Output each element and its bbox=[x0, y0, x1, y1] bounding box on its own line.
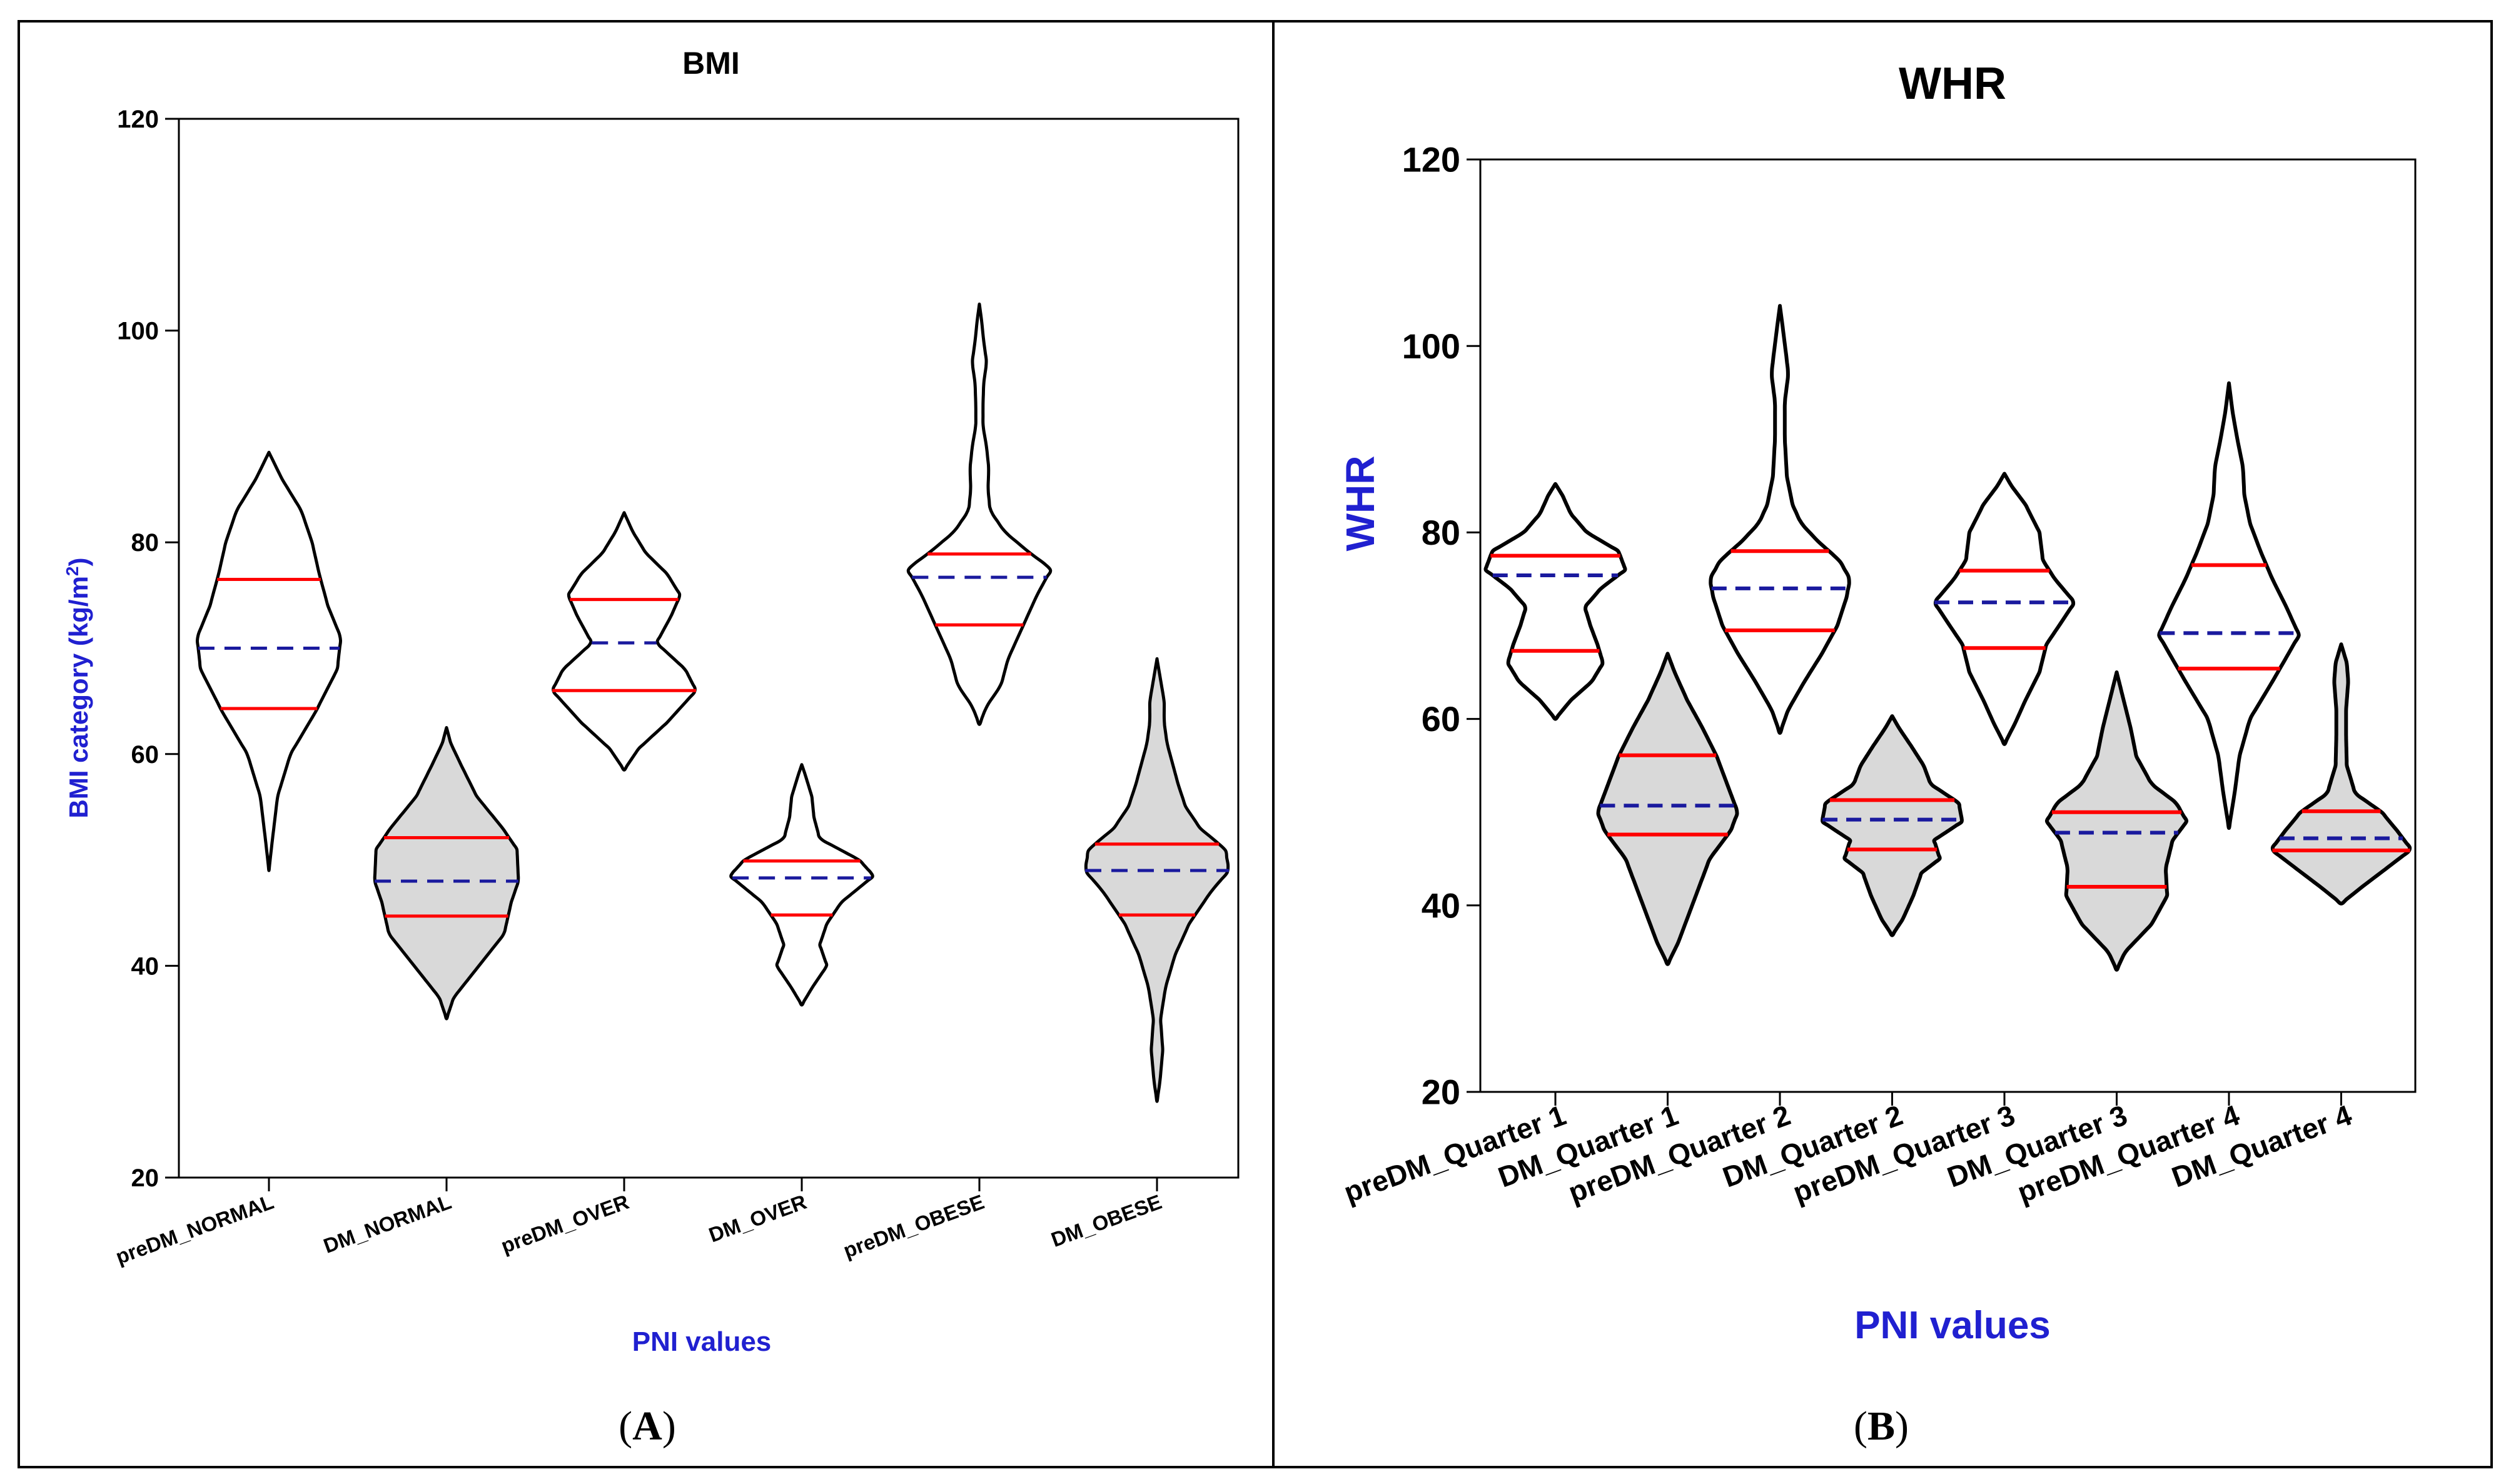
bmi-plot-frame bbox=[178, 118, 1240, 1179]
violin-dm-obese bbox=[1084, 657, 1230, 1103]
bmi-y-label-superscript: 2 bbox=[63, 567, 82, 577]
violin-body-dm-quarter-4 bbox=[2270, 642, 2412, 906]
violin-dm-quarter-3 bbox=[2044, 670, 2189, 972]
violin-predm-obese bbox=[906, 302, 1053, 726]
chart-title-bmi: BMI bbox=[682, 46, 740, 81]
violin-body-predm-quarter-2 bbox=[1709, 304, 1851, 735]
x-tick-label-predm-normal: preDM_NORMAL bbox=[113, 1190, 276, 1269]
whr-y-tick-label: 60 bbox=[1422, 699, 1460, 739]
bmi-plot-area: 20 40 60 80 100 120 preDM_NORMAL DM_NORMAL preDM… bbox=[113, 106, 1240, 1269]
violin-dm-quarter-2 bbox=[1820, 714, 1964, 937]
bmi-y-tick-label: 60 bbox=[131, 741, 159, 769]
whr-plot-frame bbox=[1479, 158, 2417, 1093]
bmi-y-tick-label: 100 bbox=[117, 318, 159, 345]
violin-predm-quarter-1 bbox=[1483, 482, 1627, 721]
whr-x-axis-label: PNI values bbox=[1854, 1304, 2051, 1347]
x-tick-label-predm-over: preDM_OVER bbox=[498, 1190, 632, 1258]
violin-predm-quarter-3 bbox=[1933, 472, 2076, 746]
violin-body-dm-quarter-3 bbox=[2044, 670, 2189, 972]
bmi-y-axis-label: BMI category (kg/m2) bbox=[63, 558, 94, 819]
violin-body-predm-obese bbox=[906, 302, 1053, 726]
violin-body-dm-quarter-2 bbox=[1820, 714, 1964, 937]
whr-y-tick-label: 120 bbox=[1402, 140, 1460, 179]
violin-body-predm-normal bbox=[195, 450, 343, 872]
bmi-y-tick-label: 120 bbox=[117, 106, 159, 133]
bmi-y-label-main: BMI category (kg/m bbox=[64, 576, 93, 818]
x-tick-label-predm-obese: preDM_OBESE bbox=[840, 1190, 987, 1263]
violin-body-predm-quarter-4 bbox=[2157, 381, 2301, 830]
violin-body-dm-over bbox=[729, 763, 874, 1007]
chart-title-whr: WHR bbox=[1899, 59, 2006, 109]
violin-predm-quarter-2 bbox=[1709, 304, 1851, 735]
whr-y-axis-label: WHR bbox=[1338, 456, 1383, 552]
violin-dm-over bbox=[729, 763, 874, 1007]
violin-body-dm-quarter-1 bbox=[1596, 652, 1739, 966]
figure-frame bbox=[18, 20, 2493, 1468]
bmi-y-tick-label: 80 bbox=[131, 529, 159, 557]
whr-y-tick-label: 80 bbox=[1422, 513, 1460, 552]
violin-dm-quarter-4 bbox=[2270, 642, 2412, 906]
violin-body-predm-quarter-1 bbox=[1483, 482, 1627, 721]
bmi-y-tick-label: 20 bbox=[131, 1164, 159, 1192]
x-tick-label-dm-normal: DM_NORMAL bbox=[320, 1190, 454, 1258]
whr-y-tick-label: 100 bbox=[1402, 326, 1460, 366]
violin-dm-quarter-1 bbox=[1596, 652, 1739, 966]
x-tick-label-dm-obese: DM_OBESE bbox=[1048, 1190, 1165, 1251]
violin-body-dm-normal bbox=[373, 726, 520, 1021]
bmi-x-axis-label: PNI values bbox=[632, 1326, 772, 1357]
violin-body-dm-obese bbox=[1084, 657, 1230, 1103]
violin-predm-quarter-4 bbox=[2157, 381, 2301, 830]
panel-label-b: (B) bbox=[1854, 1403, 1909, 1449]
panel-label-a: (A) bbox=[619, 1403, 676, 1449]
whr-y-tick-label: 20 bbox=[1422, 1073, 1460, 1112]
bmi-y-tick-label: 40 bbox=[131, 952, 159, 980]
x-tick-label-dm-over: DM_OVER bbox=[705, 1190, 809, 1247]
bmi-y-label-tail: ) bbox=[64, 558, 93, 567]
violin-predm-over bbox=[552, 511, 697, 772]
violin-predm-normal bbox=[195, 450, 343, 872]
violin-body-predm-over bbox=[552, 511, 697, 772]
whr-y-tick-label: 40 bbox=[1422, 886, 1460, 925]
violin-body-predm-quarter-3 bbox=[1933, 472, 2076, 746]
panel-a-bmi: BMI 20 40 60 80 100 120 preDM_NORMAL DM_NORMAL p… bbox=[63, 46, 1240, 1449]
violin-dm-normal bbox=[373, 726, 520, 1021]
